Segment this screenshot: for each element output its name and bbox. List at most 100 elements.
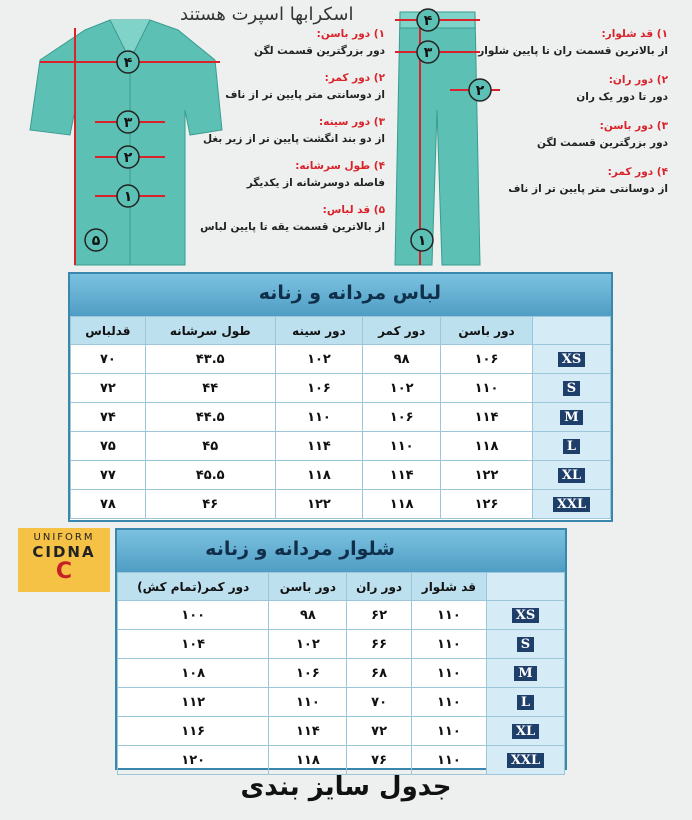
row: XL ۱۱۰ ۷۲ ۱۱۴ ۱۱۶ <box>116 716 565 746</box>
marker-circle <box>416 8 440 32</box>
cell: ۶۶ <box>346 629 412 659</box>
cell: ۷۸ <box>70 489 146 519</box>
note: ۴) دور کمر: از دوسانتی متر پایین تر از نا… <box>468 164 668 198</box>
row: M ۱۱۴ ۱۰۶ ۱۱۰ ۴۴.۵ ۷۴ <box>70 402 611 432</box>
marker-circle <box>116 110 140 134</box>
size-label: XS <box>557 351 586 367</box>
cell: ۱۱۸ <box>440 431 533 461</box>
note: ۵) قد لباس: از بالاترین قسمت یقه تا پایین… <box>185 202 385 236</box>
pants-table: شلوار مردانه و زنانه قد شلوار دور ران دور ب… <box>115 528 567 775</box>
marker-label: ۴ <box>424 13 433 29</box>
marker-circle <box>116 50 140 74</box>
header-cell: قد شلوار <box>410 572 488 601</box>
marker-label: ۳ <box>424 45 433 61</box>
marker-label: ۵ <box>92 233 101 249</box>
row: S ۱۱۰ ۶۶ ۱۰۲ ۱۰۴ <box>116 629 565 659</box>
header-cell <box>486 572 565 601</box>
size-cell: XS <box>486 600 565 630</box>
row: L ۱۱۰ ۷۰ ۱۱۰ ۱۱۲ <box>116 687 565 717</box>
note-label: ۲) دور ران: <box>608 74 668 86</box>
size-cell: M <box>532 402 611 432</box>
cell: ۷۲ <box>346 716 412 746</box>
note: ۳) دور باسن: دور بزرگترین قسمت لگن <box>468 118 668 152</box>
note-label: ۴) طول سرشانه: <box>295 160 385 172</box>
logo-mark: C <box>55 559 73 584</box>
cell: ۹۸ <box>268 600 348 630</box>
marker-label: ۲ <box>476 83 485 99</box>
cell: ۱۱۸ <box>362 489 442 519</box>
cell: ۴۵.۵ <box>144 460 276 490</box>
note: ۱) قد شلوار: از بالاترین قسمت ران تا پایی… <box>468 26 668 60</box>
cell: ۱۱۸ <box>268 745 348 775</box>
header-cell: دور باسن <box>268 572 348 601</box>
cell: ۷۲ <box>70 373 146 403</box>
header-cell: دور ران <box>346 572 412 601</box>
logo-name: CIDNA <box>32 543 96 561</box>
cell: ۶۸ <box>346 658 412 688</box>
cell: ۷۵ <box>70 431 146 461</box>
cell: ۱۱۰ <box>440 373 533 403</box>
marker-label: ۱ <box>124 189 133 205</box>
note-text: از دوسانتی متر پایین تر از ناف <box>225 89 385 101</box>
size-cell: XXL <box>486 745 565 775</box>
marker-circle <box>416 40 440 64</box>
cell: ۱۱۸ <box>274 460 364 490</box>
marker-circle <box>116 145 140 169</box>
cell: ۱۱۰ <box>410 600 488 630</box>
note-text: از بالاترین قسمت یقه تا پایین لباس <box>200 221 385 233</box>
cell: ۴۶ <box>144 489 276 519</box>
cell: ۱۱۰ <box>274 402 364 432</box>
size-cell: L <box>532 431 611 461</box>
cell: ۱۲۲ <box>440 460 533 490</box>
size-cell: XL <box>532 460 611 490</box>
cell: ۴۵ <box>144 431 276 461</box>
cell: ۱۱۰ <box>410 658 488 688</box>
marker-circle <box>468 78 492 102</box>
size-cell: L <box>486 687 565 717</box>
marker-label: ۱ <box>418 233 427 249</box>
note-text: دور بزرگترین قسمت لگن <box>537 137 668 149</box>
logo-top: UNIFORM <box>33 532 95 543</box>
cell: ۱۱۰ <box>268 687 348 717</box>
illustrations: ۴ ۳ ۲ ۱ ۵ ۴ ۳ ۲ ۱ <box>29 8 500 266</box>
note: ۲) دور ران: دور تا دور یک ران <box>468 72 668 106</box>
size-label: M <box>560 409 583 425</box>
note: ۱) دور باسن: دور بزرگترین قسمت لگن <box>185 26 385 60</box>
cell: ۱۲۲ <box>274 489 364 519</box>
marker-circle <box>84 228 108 252</box>
note: ۴) طول سرشانه: فاصله دوسرشانه از یکدیگر <box>185 158 385 192</box>
cell: ۷۶ <box>346 745 412 775</box>
cell: ۴۳.۵ <box>144 344 276 374</box>
size-cell: XL <box>486 716 565 746</box>
note: ۲) دور کمر: از دوسانتی متر پایین تر از نا… <box>185 70 385 104</box>
cell: ۱۱۰ <box>362 431 442 461</box>
cell: ۱۱۰ <box>410 687 488 717</box>
cell: ۱۱۰ <box>410 629 488 659</box>
size-cell: S <box>532 373 611 403</box>
table-title-text: شلوار مردانه و زنانه <box>205 538 395 560</box>
note-label: ۱) دور باسن: <box>316 28 385 40</box>
cell: ۱۱۶ <box>116 716 270 746</box>
table-title: شلوار مردانه و زنانه <box>117 530 565 572</box>
size-label: S <box>562 380 581 396</box>
row: XXL ۱۱۰ ۷۶ ۱۱۸ ۱۲۰ <box>116 745 565 775</box>
header-cell: دور کمر(تمام کش) <box>116 572 270 601</box>
header-row: دور باسن دور کمر دور سینه طول سرشانه قدلباس <box>70 316 611 345</box>
size-label: L <box>562 438 581 454</box>
cell: ۱۱۴ <box>274 431 364 461</box>
size-label: XL <box>557 467 586 483</box>
shirt <box>29 19 223 266</box>
size-label: XXL <box>506 752 545 768</box>
cell: ۱۰۸ <box>116 658 270 688</box>
cell: ۱۰۶ <box>362 402 442 432</box>
cell: ۱۰۶ <box>268 658 348 688</box>
note-text: از بالاترین قسمت ران تا پایین شلوار <box>478 45 668 57</box>
size-cell: XXL <box>532 489 611 519</box>
cell: ۱۲۶ <box>440 489 533 519</box>
cell: ۱۱۴ <box>362 460 442 490</box>
cell: ۶۲ <box>346 600 412 630</box>
header-row: قد شلوار دور ران دور باسن دور کمر(تمام کش) <box>116 572 565 601</box>
size-cell: XS <box>532 344 611 374</box>
cell: ۱۰۲ <box>274 344 364 374</box>
row: XL ۱۲۲ ۱۱۴ ۱۱۸ ۴۵.۵ ۷۷ <box>70 460 611 490</box>
